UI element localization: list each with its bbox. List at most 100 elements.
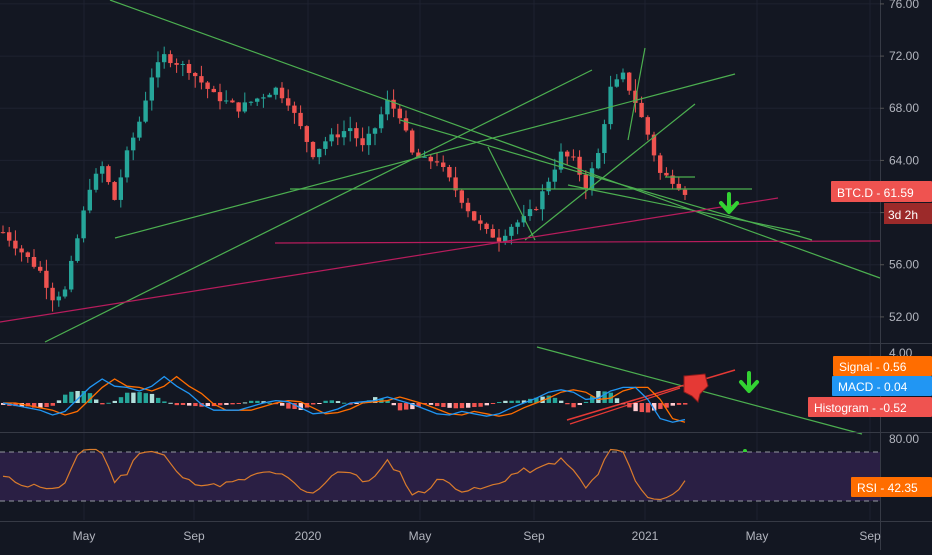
candle-body <box>546 181 551 192</box>
candle-body <box>248 101 254 103</box>
macd-histogram-bar <box>590 396 595 403</box>
macd-annotation-line[interactable] <box>566 369 736 421</box>
candle-body <box>75 238 80 261</box>
macd-histogram-bar <box>348 403 353 405</box>
macd-histogram-bar <box>546 395 551 403</box>
macd-histogram-bar <box>484 403 489 406</box>
macd-histogram-bar <box>44 403 49 408</box>
macd-histogram-bar <box>1 403 6 405</box>
signal-badge: Signal - 0.56 <box>833 356 932 376</box>
candle-body <box>124 150 130 178</box>
trendline[interactable] <box>114 73 736 239</box>
candle-body <box>639 102 644 118</box>
trendline[interactable] <box>487 146 536 241</box>
timeframe-badge <box>884 203 932 224</box>
down-arrow-icon <box>719 192 739 214</box>
macd-histogram-bar <box>459 403 465 409</box>
candle-body <box>341 131 347 138</box>
candle-body <box>310 141 316 158</box>
macd-histogram-bar <box>490 403 496 404</box>
hand-pointer-icon <box>683 373 709 403</box>
macd-histogram-bar <box>131 392 136 403</box>
macd-histogram-bar <box>56 400 62 403</box>
macd-histogram-bar <box>125 392 130 403</box>
candle-body <box>38 266 43 271</box>
macd-histogram-bar <box>112 400 117 403</box>
macd-histogram-bar <box>683 403 688 405</box>
trendline[interactable] <box>524 103 696 241</box>
candle-body <box>193 72 198 77</box>
macd-plot[interactable] <box>1 375 688 423</box>
macd-histogram-bar <box>385 400 390 403</box>
trendline-drawings[interactable] <box>0 0 881 471</box>
candle-body <box>602 124 607 154</box>
candle-body <box>230 100 235 103</box>
candle-body <box>62 289 68 297</box>
trendline[interactable] <box>109 0 881 279</box>
candle-body <box>13 240 18 249</box>
histogram-badge-text: Histogram - -0.52 <box>814 401 907 415</box>
macd-histogram-bar <box>397 403 403 411</box>
trendline[interactable] <box>627 47 646 141</box>
support-line[interactable] <box>274 240 881 244</box>
macd-histogram-bar <box>577 403 582 406</box>
candle-body <box>273 87 278 95</box>
candle-body <box>7 232 12 241</box>
macd-histogram-bar <box>162 401 167 403</box>
macd-histogram-bar <box>75 391 80 403</box>
time-tick-label: Sep <box>183 529 205 543</box>
candle-body <box>205 82 210 89</box>
candle-body <box>441 162 446 168</box>
candle-body <box>242 102 247 112</box>
price-plot[interactable] <box>0 46 688 312</box>
macd-histogram-bar <box>534 397 539 403</box>
macd-histogram-bar <box>596 391 601 403</box>
rsi-badge-text: RSI - 42.35 <box>857 481 918 495</box>
candle-body <box>571 156 576 158</box>
candle-body <box>44 270 49 288</box>
macd-histogram-bar <box>180 403 186 405</box>
candle-body <box>112 182 117 200</box>
candle-body <box>279 87 285 99</box>
candle-body <box>180 64 185 66</box>
macd-histogram-bar <box>639 403 644 413</box>
macd-histogram-bar <box>118 397 124 403</box>
macd-histogram-bar <box>478 403 483 407</box>
rsi-plot[interactable] <box>0 448 880 502</box>
candle-body <box>155 62 161 78</box>
macd-histogram-bar <box>187 403 192 406</box>
candle-body <box>19 248 24 253</box>
candle-body <box>217 92 223 102</box>
macd-histogram-bar <box>416 403 421 407</box>
macd-histogram-bar <box>87 393 93 403</box>
macd-histogram-bar <box>168 402 173 404</box>
candle-body <box>255 98 260 102</box>
macd-histogram-bar <box>466 403 471 408</box>
macd-histogram-bar <box>298 403 303 410</box>
candle-body <box>236 102 241 112</box>
candle-body <box>403 118 409 131</box>
macd-histogram-bar <box>497 401 502 403</box>
macd-histogram-bar <box>571 403 576 408</box>
candle-body <box>0 232 6 234</box>
trendline[interactable] <box>44 69 593 343</box>
candle-body <box>534 209 539 211</box>
candle-body <box>286 98 291 106</box>
candle-body <box>379 114 384 129</box>
candle-body <box>323 141 328 149</box>
macd-annotation-line[interactable] <box>569 387 681 425</box>
candle-body <box>676 183 681 190</box>
macd-histogram-bar <box>335 401 341 403</box>
candle-body <box>410 130 415 153</box>
trendline[interactable] <box>567 184 801 233</box>
macd-histogram-bar <box>249 400 254 403</box>
macd-histogram-bar <box>565 403 570 405</box>
macd-histogram-bar <box>32 403 37 408</box>
candle-body <box>397 108 402 119</box>
candle-body <box>682 189 688 195</box>
macd-histogram-bar <box>664 403 669 408</box>
support-line[interactable] <box>0 197 779 323</box>
candle-body <box>472 211 477 221</box>
